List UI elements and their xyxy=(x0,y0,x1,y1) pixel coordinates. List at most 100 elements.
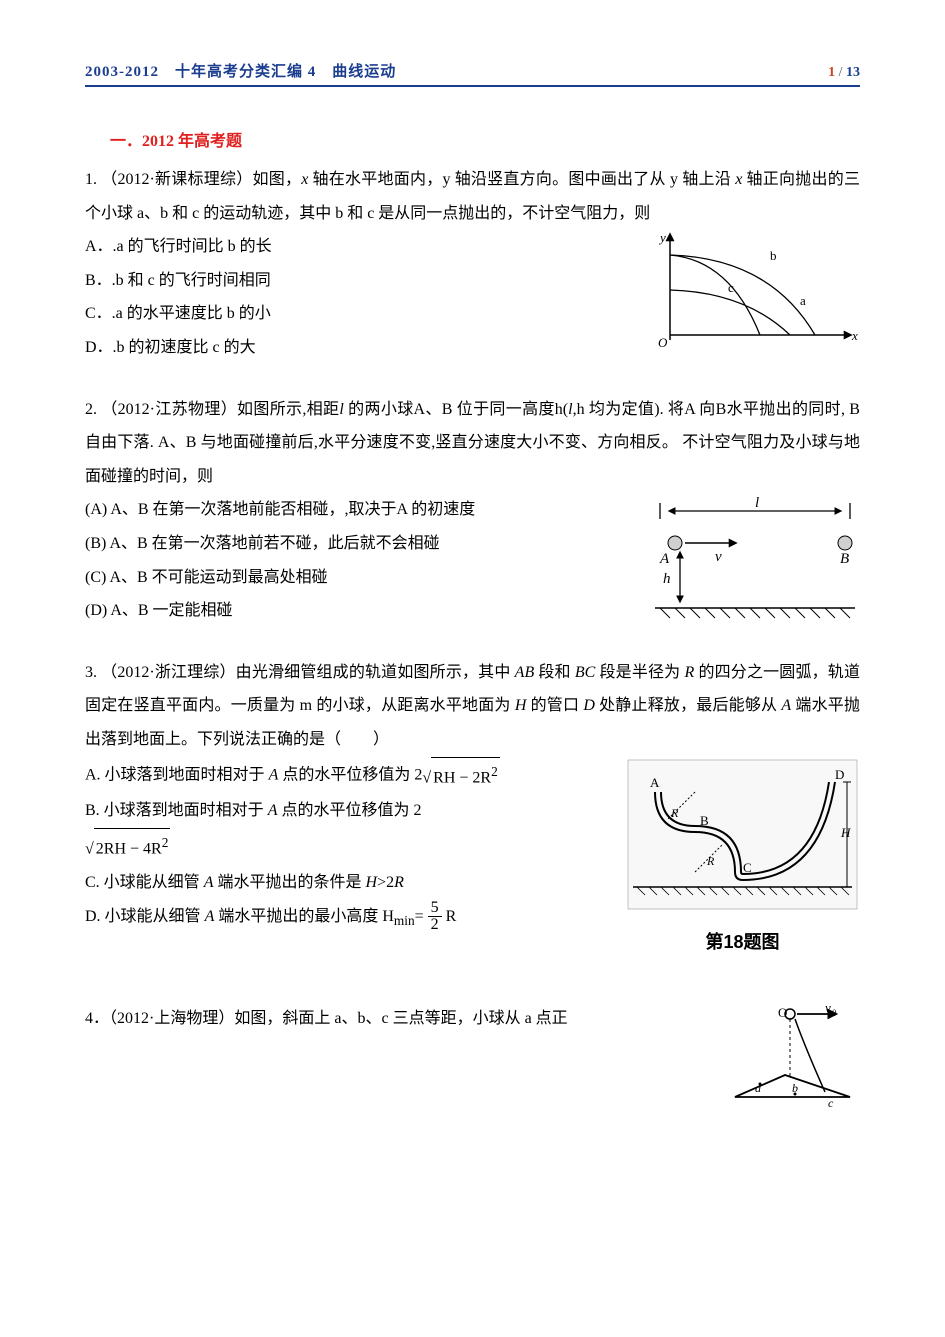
var-r: R xyxy=(394,874,404,891)
svg-text:O: O xyxy=(778,1005,787,1020)
stem-part: 的两小球A、B 位于同一高度h( xyxy=(344,401,568,418)
var-a: A xyxy=(269,766,279,783)
svg-text:D: D xyxy=(835,767,844,782)
opt-text: B. 小球落到地面时相对于 xyxy=(85,802,268,819)
radicand: RH − 2R xyxy=(433,769,491,786)
svg-text:A: A xyxy=(659,551,670,567)
q-num: 2. xyxy=(85,401,97,418)
figure-tube-track: A B C D R R H 第18题图 xyxy=(625,757,860,962)
opt-text: 端水平抛出的最小高度 H xyxy=(214,908,394,925)
figure-two-balls: l A B v h xyxy=(645,493,860,623)
problem-stem: 2. （2012·江苏物理）如图所示,相距l 的两小球A、B 位于同一高度h(l… xyxy=(85,393,860,494)
opt-text: 点的水平位移值为 2 xyxy=(277,802,421,819)
var-r: R xyxy=(685,664,695,681)
page-number: 1 / 13 xyxy=(828,65,860,81)
q-source: （2012·浙江理综） xyxy=(101,664,236,681)
svg-text:B: B xyxy=(700,813,709,828)
svg-text:A: A xyxy=(650,775,660,790)
q-num: 1. xyxy=(85,171,97,188)
figure-caption: 第18题图 xyxy=(625,924,860,962)
q-source: （2012·上海物理） xyxy=(109,1010,234,1027)
var-ab: AB xyxy=(515,664,535,681)
stem-part: 由光滑细管组成的轨道如图所示，其中 xyxy=(236,664,515,681)
svg-text:R: R xyxy=(670,806,679,820)
svg-text:a: a xyxy=(800,293,806,308)
sqrt-expr: √2RH − 4R2 xyxy=(85,828,170,866)
problem-stem: 1. （2012·新课标理综）如图，x 轴在水平地面内，y 轴沿竖直方向。图中画… xyxy=(85,163,860,230)
section-suffix: 年高考题 xyxy=(174,133,242,150)
q-source: （2012·江苏物理） xyxy=(101,401,237,418)
svg-text:c: c xyxy=(828,1096,834,1110)
svg-text:B: B xyxy=(840,551,849,567)
svg-text:v: v xyxy=(715,549,722,565)
sup-2: 2 xyxy=(162,835,169,850)
sub-min: min xyxy=(394,913,415,928)
svg-text:y: y xyxy=(658,230,666,245)
var-h: H xyxy=(515,697,527,714)
svg-text:O: O xyxy=(658,335,668,350)
opt-text: A. 小球落到地面时相对于 xyxy=(85,766,269,783)
page-sep: / xyxy=(835,65,846,80)
page-total: 13 xyxy=(846,65,860,80)
stem-part: 段是半径为 xyxy=(595,664,684,681)
svg-text:c: c xyxy=(728,280,734,295)
svg-text:H: H xyxy=(840,825,851,840)
var-a: A xyxy=(205,908,215,925)
svg-text:x: x xyxy=(851,328,858,343)
svg-text:l: l xyxy=(755,495,759,511)
q-num: 4． xyxy=(85,1010,109,1027)
tube-track-svg: A B C D R R H xyxy=(625,757,860,912)
stem-part: 轴沿竖直方向。图中画出了从 xyxy=(450,171,670,188)
const-2: 2 xyxy=(414,766,422,783)
section-heading: 一．2012 年高考题 xyxy=(110,127,860,151)
section-year: 2012 xyxy=(142,133,174,150)
header-title: 2003-2012 十年高考分类汇编 4 曲线运动 xyxy=(85,60,396,81)
page-header: 2003-2012 十年高考分类汇编 4 曲线运动 1 / 13 xyxy=(85,60,860,87)
fraction: 52 xyxy=(428,900,442,933)
problem-stem: 3. （2012·浙江理综）由光滑细管组成的轨道如图所示，其中 AB 段和 BC… xyxy=(85,656,860,757)
svg-text:b: b xyxy=(770,248,777,263)
stem-part: 如图所示,相距 xyxy=(237,401,339,418)
problem-1: 1. （2012·新课标理综）如图，x 轴在水平地面内，y 轴沿竖直方向。图中画… xyxy=(85,163,860,365)
stem-part: 处静止释放，最后能够从 xyxy=(595,697,782,714)
const-2: 2 xyxy=(386,874,394,891)
stem-part: 如图， xyxy=(252,171,301,188)
opt-text: = xyxy=(415,908,428,925)
opt-text: C. 小球能从细管 xyxy=(85,874,204,891)
opt-text: D. 小球能从细管 xyxy=(85,908,205,925)
var-bc: BC xyxy=(575,664,595,681)
frac-den: 2 xyxy=(428,917,442,933)
var-a: A xyxy=(781,697,791,714)
figure-incline: O v 0 a b c xyxy=(710,1002,860,1112)
stem-part: 段和 xyxy=(534,664,575,681)
var-a: A xyxy=(204,874,214,891)
opt-text: 点的水平位移值为 xyxy=(278,766,414,783)
sup-2: 2 xyxy=(491,764,498,779)
problem-3: 3. （2012·浙江理综）由光滑细管组成的轨道如图所示，其中 AB 段和 BC… xyxy=(85,656,860,962)
svg-text:0: 0 xyxy=(832,1008,837,1018)
q-num: 3. xyxy=(85,664,97,681)
section-prefix: 一． xyxy=(110,133,142,150)
var-d: D xyxy=(583,697,595,714)
stem-text: 如图，斜面上 a、b、c 三点等距，小球从 a 点正 xyxy=(234,1010,567,1027)
svg-text:v: v xyxy=(825,1002,831,1015)
sqrt-expr: √RH − 2R2 xyxy=(422,757,499,795)
svg-text:R: R xyxy=(706,854,715,868)
option-b: B. 小球落到地面时相对于 A 点的水平位移值为 2 √2RH − 4R2 xyxy=(85,794,565,866)
problem-4: O v 0 a b c 4．（2012·上海物理）如图，斜面上 a、b、c 三点… xyxy=(85,1002,860,1112)
gt: > xyxy=(377,874,386,891)
opt-text: 端水平抛出的条件是 xyxy=(213,874,365,891)
figure-trajectories: x y O b c a xyxy=(650,230,860,350)
var-y: y xyxy=(670,171,678,188)
svg-text:h: h xyxy=(663,571,671,587)
stem-part: 的管口 xyxy=(526,697,583,714)
frac-num: 5 xyxy=(428,900,442,917)
var-a: A xyxy=(268,802,278,819)
problem-2: 2. （2012·江苏物理）如图所示,相距 l 的两小球A、B 位于同一高度h( l… xyxy=(85,393,860,628)
q-source: （2012·新课标理综） xyxy=(101,171,252,188)
var-r: R xyxy=(446,908,457,925)
var-h: H xyxy=(365,874,377,891)
stem-part: 轴上沿 xyxy=(678,171,735,188)
radicand: 2RH − 4R xyxy=(96,840,162,857)
svg-text:C: C xyxy=(743,860,752,875)
